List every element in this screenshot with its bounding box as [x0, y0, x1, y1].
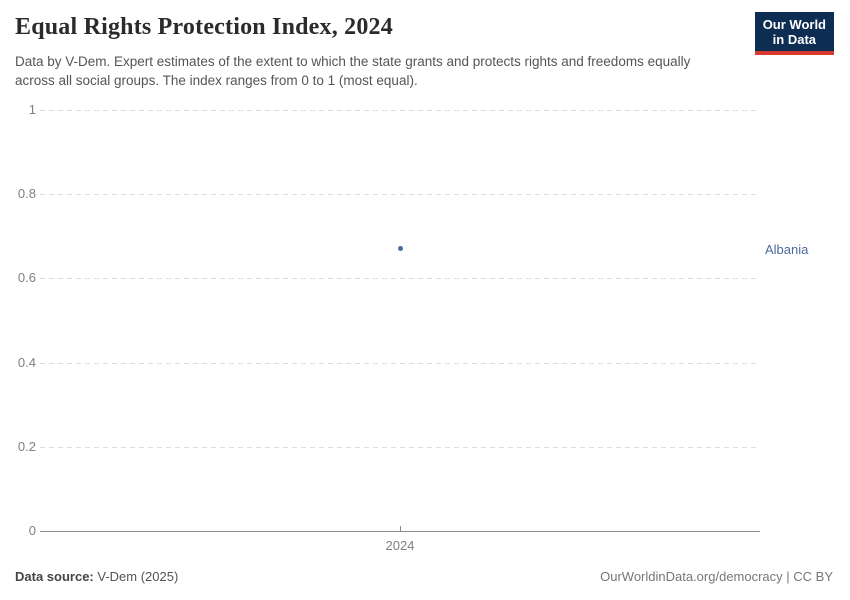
- data-source-label: Data source:: [15, 569, 94, 584]
- owid-logo-line2: in Data: [772, 32, 817, 47]
- y-gridline: [40, 110, 760, 111]
- chart-subtitle: Data by V-Dem. Expert estimates of the e…: [15, 54, 691, 88]
- y-tick-label: 0: [28, 523, 36, 538]
- y-gridline: [40, 446, 760, 448]
- y-gridline: [40, 278, 760, 280]
- x-tick-label: 2024: [385, 538, 415, 553]
- x-axis-line: [40, 531, 760, 532]
- owid-logo[interactable]: Our World in Data: [754, 12, 834, 55]
- y-tick-label: 1: [28, 102, 36, 117]
- page-title: Equal Rights Protection Index, 2024: [15, 14, 393, 40]
- data-source: Data source: V-Dem (2025): [15, 569, 178, 584]
- data-source-value: V-Dem (2025): [93, 569, 179, 584]
- data-point[interactable]: [397, 246, 403, 252]
- y-tick-label: 0.6: [17, 270, 36, 286]
- owid-logo-line1: Our World: [762, 17, 826, 32]
- credit-line[interactable]: OurWorldinData.org/democracy | CC BY: [600, 569, 833, 584]
- y-tick-label: 0.4: [17, 354, 36, 370]
- y-tick-label: 0.2: [17, 438, 36, 454]
- entity-label[interactable]: Albania: [765, 241, 809, 257]
- y-gridline: [40, 362, 760, 364]
- x-tick-mark: [400, 526, 401, 531]
- y-tick-label: 0.8: [17, 186, 36, 202]
- y-gridline: [40, 194, 760, 196]
